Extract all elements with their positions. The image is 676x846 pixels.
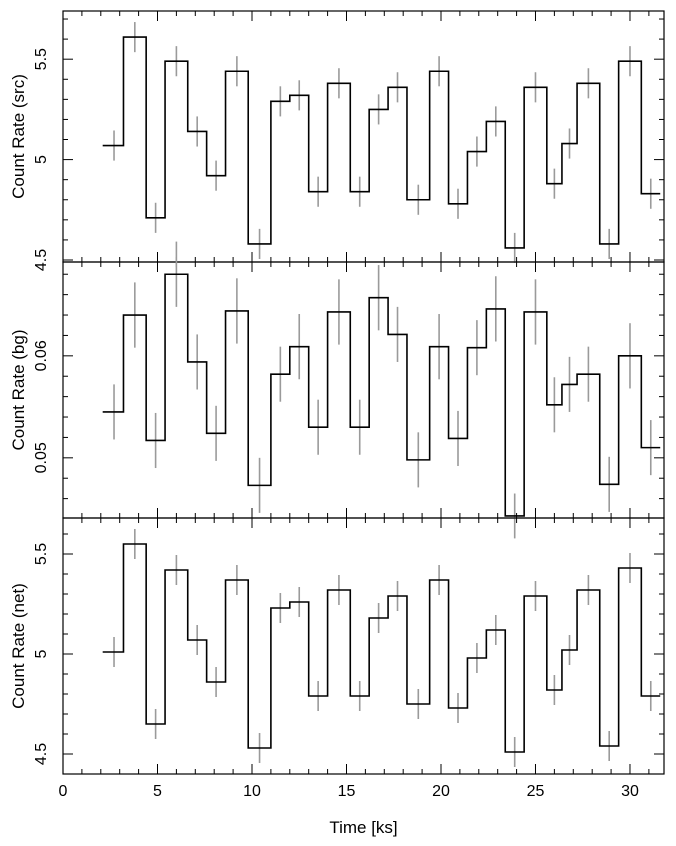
x-tick-label: 5 <box>153 783 162 800</box>
y-tick-label: 0.05 <box>33 442 50 473</box>
y-axis-title: Count Rate (bg) <box>9 330 28 451</box>
panel-3: 4.5 5 5.5 Count Rate (net) <box>9 517 665 775</box>
panel-2: 0.05 0.06 Count Rate (bg) <box>9 241 665 539</box>
step-series <box>102 543 661 753</box>
x-tick-label: 25 <box>527 783 545 800</box>
y-tick-label: 4.5 <box>33 249 50 271</box>
plot-frame <box>62 261 665 519</box>
plot-frame <box>62 517 665 775</box>
y-tick-label: 5.5 <box>33 48 50 70</box>
y-tick-label: 5.5 <box>33 543 50 565</box>
panel-1: 4.5 5 5.5 Count Rate (src) <box>9 10 665 271</box>
x-tick-label: 30 <box>621 783 639 800</box>
step-series <box>102 273 661 517</box>
y-axis-title: Count Rate (src) <box>9 74 28 199</box>
x-tick-label: 10 <box>243 783 261 800</box>
x-axis-title: Time [ks] <box>329 818 397 837</box>
x-tick-label: 15 <box>338 783 356 800</box>
x-tick-label: 20 <box>432 783 450 800</box>
y-tick-label: 5 <box>33 649 50 658</box>
y-axis-title: Count Rate (net) <box>9 583 28 709</box>
step-series <box>102 36 661 249</box>
y-tick-label: 5 <box>33 155 50 164</box>
y-tick-label: 0.06 <box>33 340 50 371</box>
plot-frame <box>62 10 665 263</box>
x-tick-label: 0 <box>59 783 68 800</box>
y-tick-label: 4.5 <box>33 743 50 765</box>
